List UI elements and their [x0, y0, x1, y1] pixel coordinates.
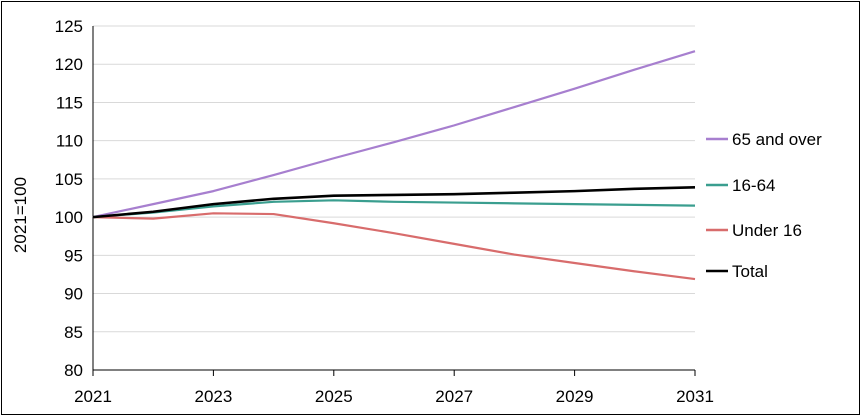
legend-label-total: Total	[732, 262, 768, 281]
y-tick-label: 90	[64, 285, 83, 304]
y-tick-label: 100	[55, 208, 83, 227]
x-tick-label: 2025	[315, 387, 353, 406]
x-tick-labels: 2021 2023 2025 2027 2029 2031	[74, 387, 714, 406]
series-line-16-64	[92, 199, 696, 219]
x-tick-label: 2027	[435, 387, 473, 406]
y-tick-label: 125	[55, 17, 83, 36]
y-tick-labels: 80 85 90 95 100 105 110 115 120 125	[55, 17, 83, 380]
y-tick-label: 95	[64, 246, 83, 265]
y-tick-label: 85	[64, 323, 83, 342]
y-tick-label: 110	[56, 132, 83, 151]
legend-label-under-16: Under 16	[732, 221, 802, 240]
x-tick-label: 2029	[556, 387, 594, 406]
axes	[92, 26, 696, 376]
gridlines	[93, 25, 695, 333]
legend-label-16-64: 16-64	[732, 176, 775, 195]
x-tick-label: 2031	[676, 387, 714, 406]
series-lines	[92, 50, 696, 281]
legend: 65 and over 16-64 Under 16 Total	[706, 130, 822, 281]
x-tick-label: 2021	[74, 387, 112, 406]
x-tick-label: 2023	[194, 387, 232, 406]
y-axis-label: 2021=100	[11, 177, 30, 253]
y-tick-label: 105	[55, 170, 83, 189]
y-tick-label: 120	[55, 55, 83, 74]
legend-label-65-and-over: 65 and over	[732, 130, 822, 149]
y-tick-label: 115	[56, 93, 83, 112]
y-tick-label: 80	[64, 361, 83, 380]
series-line-under-16	[92, 212, 696, 281]
series-line-65-and-over	[92, 50, 696, 219]
series-line-total	[92, 185, 696, 219]
